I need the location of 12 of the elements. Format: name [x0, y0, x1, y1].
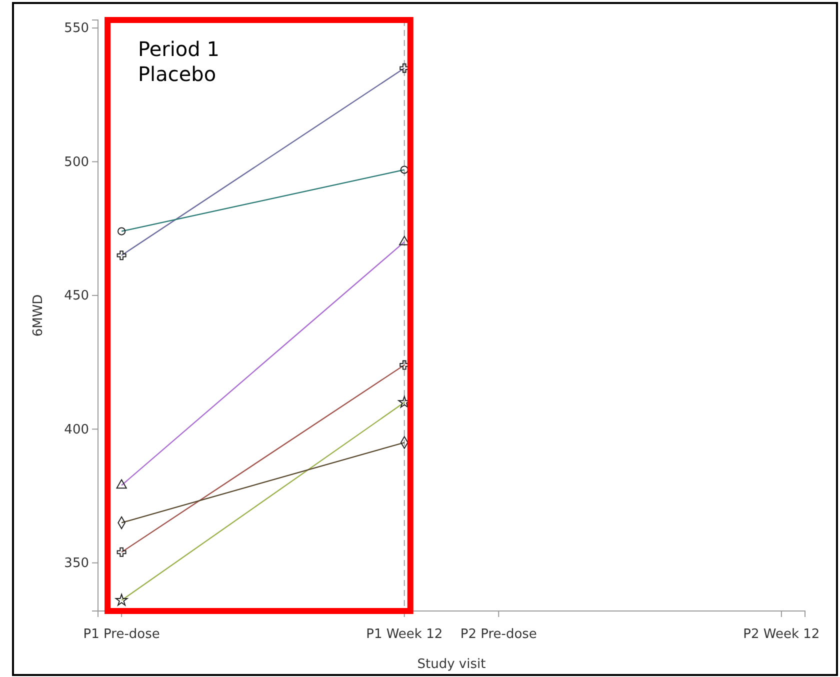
x-tick-label: P1 Pre-dose [83, 627, 160, 642]
y-tick-label: 550 [64, 21, 89, 36]
x-axis-title: Study visit [417, 657, 486, 672]
y-tick-label: 350 [64, 556, 89, 572]
y-tick-label: 500 [64, 154, 89, 170]
y-tick-label: 400 [64, 422, 89, 438]
x-tick-label: P2 Pre-dose [460, 627, 537, 642]
x-tick-label: P2 Week 12 [743, 627, 820, 642]
y-tick-label: 450 [64, 288, 89, 304]
annotation: Period 1 Placebo [138, 37, 220, 86]
y-axis-title: 6MWD [31, 294, 46, 337]
x-tick-label: P1 Week 12 [366, 627, 443, 642]
